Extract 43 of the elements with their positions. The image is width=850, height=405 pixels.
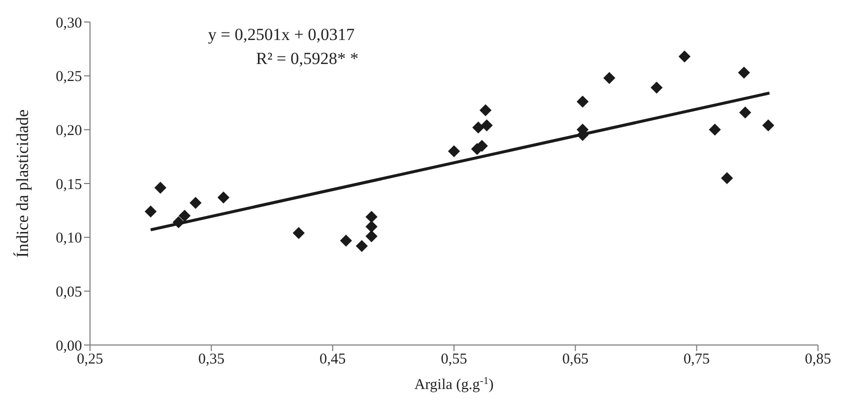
x-tick-label: 0,75 <box>684 352 710 368</box>
point <box>738 66 750 79</box>
point <box>172 216 185 228</box>
point <box>721 172 733 184</box>
y-axis-title: Índice da plasticidade <box>13 109 32 258</box>
x-tick-label: 0,65 <box>562 352 588 368</box>
y-tick-label: 0,00 <box>56 338 82 354</box>
point <box>480 104 492 116</box>
x-tick-label: 0,35 <box>198 352 224 368</box>
point <box>678 50 691 62</box>
y-tick-label: 0,30 <box>56 15 82 32</box>
annotation: R² = 0,5928* * <box>256 49 359 68</box>
x-tick-label: 0,45 <box>320 352 346 368</box>
x-axis-title: Argila (g.g$^{-1}$) <box>414 376 494 393</box>
point <box>603 72 616 84</box>
point <box>762 119 774 132</box>
point <box>576 96 589 108</box>
x-tick-label: 0,25 <box>76 352 104 368</box>
point <box>217 191 230 204</box>
point <box>292 227 305 240</box>
point <box>448 145 460 158</box>
point <box>144 205 157 218</box>
y-tick-label: 0,20 <box>56 122 82 139</box>
y-tick-label: 0,25 <box>56 69 82 86</box>
point <box>365 210 378 223</box>
point <box>190 196 202 209</box>
annotation: y = 0,2501x + 0,0317 <box>208 25 356 44</box>
y-tick-label: 0,05 <box>56 284 82 300</box>
y-tick-label: 0,15 <box>56 176 82 193</box>
point <box>708 124 721 136</box>
point <box>739 106 752 118</box>
y-tick-label: 0,10 <box>56 230 82 247</box>
point <box>178 210 191 222</box>
point <box>154 182 166 194</box>
point <box>480 119 493 132</box>
point <box>356 240 368 252</box>
point <box>340 234 352 247</box>
point <box>365 220 378 233</box>
point <box>365 230 378 242</box>
x-tick-label: 0,55 <box>440 352 468 368</box>
x-tick-label: 0,85 <box>804 352 832 368</box>
point <box>650 82 663 94</box>
point <box>472 122 484 134</box>
